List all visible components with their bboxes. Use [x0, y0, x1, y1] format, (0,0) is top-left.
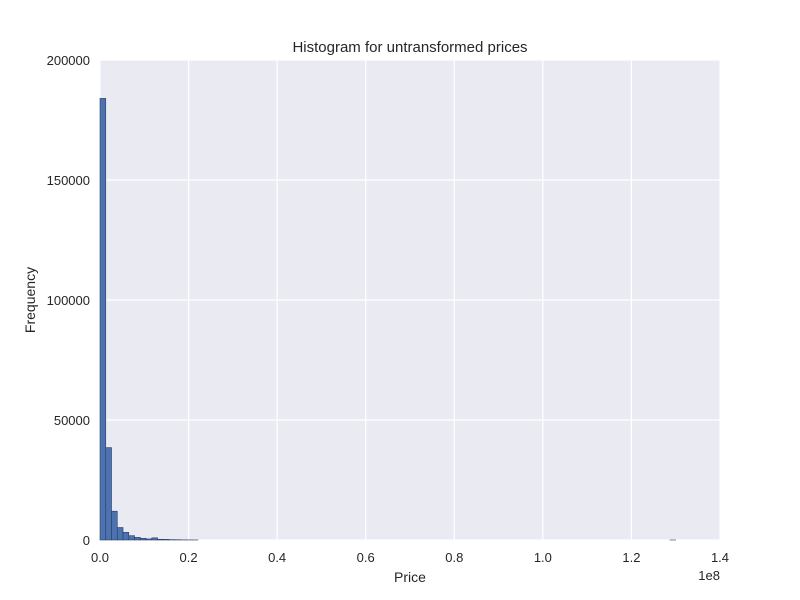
chart-title: Histogram for untransformed prices — [292, 39, 527, 56]
x-tick-labels: 0.0 0.2 0.4 0.6 0.8 1.0 1.2 1.4 — [91, 550, 729, 565]
histogram-bar — [151, 537, 158, 541]
y-tick-label: 50000 — [54, 413, 90, 428]
histogram-bar — [163, 539, 170, 541]
histogram-bar — [128, 535, 135, 541]
x-tick-label: 0.6 — [357, 550, 375, 565]
y-tick-label: 100000 — [47, 293, 90, 308]
histogram-bar — [134, 537, 141, 541]
histogram-bar — [105, 447, 112, 541]
x-tick-label: 0.8 — [445, 550, 463, 565]
grid-lines — [99, 59, 721, 541]
histogram-bar — [116, 527, 124, 541]
y-tick-label: 200000 — [47, 53, 90, 68]
x-tick-label: 0.0 — [91, 550, 109, 565]
histogram-bar — [111, 510, 118, 541]
histogram-bar — [99, 98, 107, 541]
y-tick-label: 150000 — [47, 173, 90, 188]
histogram-bar — [145, 538, 153, 541]
histogram-bar — [140, 538, 147, 541]
x-tick-label: 1.0 — [534, 550, 552, 565]
x-tick-label: 0.2 — [180, 550, 198, 565]
histogram-bars — [99, 98, 677, 541]
y-axis-label: Frequency — [22, 267, 38, 333]
x-tick-label: 0.4 — [268, 550, 286, 565]
histogram-bar — [157, 538, 164, 541]
x-tick-label: 1.4 — [711, 550, 729, 565]
y-tick-labels: 0 50000 100000 150000 200000 — [47, 53, 90, 548]
x-axis-offset-label: 1e8 — [698, 568, 720, 583]
y-tick-label: 0 — [83, 533, 90, 548]
x-tick-label: 1.2 — [622, 550, 640, 565]
histogram-bar — [122, 532, 130, 541]
x-axis-label: Price — [394, 569, 426, 585]
